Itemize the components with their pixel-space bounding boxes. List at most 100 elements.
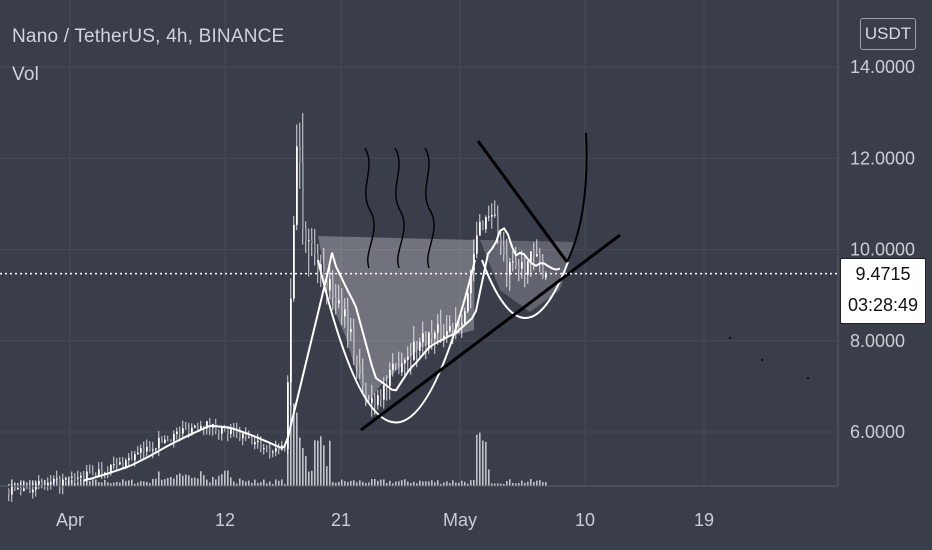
candle-body [299, 146, 301, 163]
candle-body [341, 300, 343, 317]
x-tick-label: 19 [694, 510, 714, 530]
volume-bar [314, 440, 316, 486]
y-tick-label: 14.0000 [850, 57, 915, 77]
volume-bar [275, 479, 277, 486]
candle-body [38, 481, 40, 484]
volume-bar [209, 482, 211, 486]
candle-body [140, 448, 142, 453]
steam-squiggle [394, 147, 405, 269]
candle-body [491, 214, 493, 217]
y-tick-label: 8.0000 [850, 331, 905, 351]
volume-bar [245, 481, 247, 486]
volume-bar [308, 471, 310, 486]
candle-body [164, 439, 166, 443]
candle-body [86, 471, 88, 480]
candle-body [449, 326, 451, 332]
volume-bar [407, 481, 409, 486]
candle-body [293, 224, 295, 299]
y-tick-label: 12.0000 [850, 148, 915, 168]
volume-bar [347, 482, 349, 486]
candle-body [380, 395, 382, 400]
candle-body [401, 363, 403, 373]
volume-bar [419, 480, 421, 486]
last-price-tag: 9.4715 03:28:49 [840, 258, 926, 324]
volume-bar [197, 478, 199, 486]
candle-body [485, 217, 487, 230]
volume-bar [299, 437, 301, 486]
volume-bar [77, 481, 79, 486]
candle-body [92, 472, 94, 476]
volume-bar [281, 479, 283, 486]
candle-body [23, 488, 25, 491]
volume-bar [296, 412, 298, 486]
candle-body [347, 309, 349, 332]
volume-bar [206, 479, 208, 486]
candle-body [458, 323, 460, 325]
candle-body [80, 475, 82, 478]
currency-badge[interactable]: USDT [860, 18, 916, 50]
candle-body [32, 489, 34, 493]
handle-curve [481, 259, 569, 319]
candle-body [104, 472, 106, 474]
volume-indicator-label[interactable]: Vol [12, 64, 40, 85]
candle-body [446, 331, 448, 336]
volume-bar [260, 482, 262, 486]
volume-bar [107, 482, 109, 486]
candle-body [290, 298, 292, 383]
volume-bar [173, 478, 175, 486]
candle-body [512, 261, 514, 263]
volume-bar [401, 480, 403, 486]
volume-bar [404, 479, 406, 486]
volume-bar [329, 440, 331, 486]
candle-body [470, 270, 472, 294]
x-tick-label: 12 [215, 510, 235, 530]
candlesticks [8, 113, 547, 503]
volume-bar [542, 482, 544, 486]
volume-bar [434, 482, 436, 486]
volume-bar [179, 473, 181, 486]
candle-body [494, 214, 496, 216]
volume-bar [167, 477, 169, 486]
candle-body [242, 433, 244, 439]
volume-bar [188, 475, 190, 486]
candle-body [434, 332, 436, 339]
volume-bar [8, 483, 10, 486]
volume-bar [98, 482, 100, 486]
volume-bar [164, 479, 166, 486]
candle-body [428, 332, 430, 349]
volume-bar [389, 480, 391, 486]
volume-bar [143, 481, 145, 486]
volume-bar [452, 480, 454, 486]
volume-bar [17, 482, 19, 486]
candle-body [185, 428, 187, 430]
candle-body [206, 421, 208, 429]
volume-bar [203, 475, 205, 486]
volume-bar [398, 481, 400, 486]
volume-bar [326, 466, 328, 486]
volume-bar [377, 480, 379, 486]
volume-bar [122, 479, 124, 486]
candle-body [29, 488, 31, 493]
candle-body [134, 454, 136, 461]
volume-bar [461, 480, 463, 486]
volume-bar [422, 481, 424, 486]
volume-bar [119, 482, 121, 486]
candle-body [239, 432, 241, 439]
candle-body [95, 475, 97, 477]
volume-bar [128, 480, 130, 486]
candle-body [11, 485, 13, 495]
volume-bar [29, 480, 31, 486]
candle-body [350, 329, 352, 332]
volume-bar [416, 483, 418, 486]
candle-body [68, 477, 70, 479]
candle-body [395, 363, 397, 366]
volume-bar [491, 483, 493, 486]
volume-bar [146, 481, 148, 486]
volume-bar [191, 477, 193, 486]
candle-body [227, 427, 229, 435]
volume-bar [263, 479, 265, 486]
volume-bar [356, 482, 358, 486]
candle-body [431, 332, 433, 339]
